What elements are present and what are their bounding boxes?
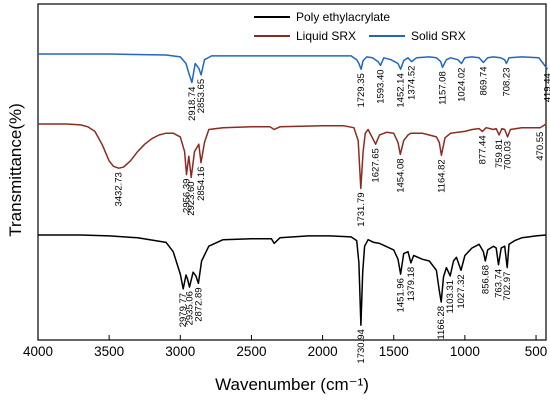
- liquid-srx-peak-label: 1164.82: [436, 159, 447, 193]
- liquid-srx-peak-label: 877.44: [477, 135, 488, 164]
- solid-srx-peak-label: 2918.74: [187, 87, 198, 121]
- y-axis-title: Transmittance(%): [6, 103, 25, 237]
- poly-ethylacrylate-peak-label: 2935.06: [184, 291, 195, 325]
- spectra-curves: [38, 53, 549, 326]
- liquid-srx-peak-label: 2956.39: [182, 179, 193, 213]
- poly-ethylacrylate-peak-label: 1166.28: [436, 306, 447, 340]
- x-axis-ticks: 4000 3500 3000 2500 2000 1500 1000 500: [23, 335, 547, 359]
- poly-ethylacrylate-peak-label: 702.97: [502, 272, 513, 301]
- liquid-srx-peak-label: 2854.16: [196, 167, 207, 201]
- poly-ethylacrylate-peak-label: 2872.89: [193, 287, 204, 321]
- liquid-srx-peak-label: 2923.60: [186, 181, 197, 215]
- x-tick-label-3500: 3500: [94, 344, 124, 359]
- solid-srx-peak-label: 869.74: [478, 66, 489, 95]
- x-axis-title: Wavenumber (cm⁻¹): [215, 375, 369, 394]
- liquid-srx-peak-label: 3432.73: [114, 172, 125, 206]
- solid-srx-peak-label: 1729.35: [356, 73, 367, 107]
- legend: Poly ethylacrylate Liquid SRX Solid SRX: [254, 10, 466, 43]
- x-tick-label-1500: 1500: [379, 344, 409, 359]
- solid-srx-peak-label: 708.23: [501, 67, 512, 96]
- liquid-srx-peak-label: 470.55: [535, 132, 546, 161]
- solid-srx-peak-label: 1157.08: [438, 71, 449, 105]
- liquid-srx-peak-label: 1731.79: [356, 192, 367, 226]
- solid-srx-peak-label: 1593.40: [376, 69, 387, 103]
- legend-label-liquid-srx: Liquid SRX: [296, 29, 356, 43]
- x-tick-label-3000: 3000: [165, 344, 195, 359]
- poly-ethylacrylate-peak-label: 1730.94: [356, 329, 367, 363]
- series-line-poly-ethylacrylate: [38, 234, 547, 326]
- solid-srx-peak-label: 1374.52: [407, 66, 418, 100]
- liquid-srx-peak-label: 700.03: [503, 141, 514, 170]
- poly-ethylacrylate-peak-label: 1379.18: [406, 267, 417, 301]
- liquid-srx-peak-label: 1627.65: [371, 148, 382, 182]
- poly-ethylacrylate-peak-label: 1103.31: [445, 280, 456, 314]
- solid-srx-peak-label: 2853.65: [196, 79, 207, 113]
- legend-label-solid-srx: Solid SRX: [411, 29, 466, 43]
- liquid-srx-peak-label: 759.81: [494, 139, 505, 168]
- x-tick-label-2500: 2500: [236, 344, 266, 359]
- poly-ethylacrylate-peak-label: 763.74: [493, 269, 504, 298]
- solid-srx-peak-label: 419.44: [543, 73, 550, 102]
- series-line-liquid-srx: [38, 123, 547, 190]
- solid-srx-peak-label: 1452.14: [396, 73, 407, 107]
- solid-srx-peak-label: 1024.02: [457, 68, 468, 102]
- series-line-solid-srx: [38, 53, 549, 84]
- x-tick-label-1000: 1000: [450, 344, 480, 359]
- poly-ethylacrylate-peak-label: 1451.96: [396, 278, 407, 312]
- plot-frame: [37, 3, 547, 341]
- poly-ethylacrylate-peak-label: 856.68: [480, 265, 491, 294]
- poly-ethylacrylate-peak-label: 2979.77: [178, 293, 189, 327]
- x-tick-label-2000: 2000: [308, 344, 338, 359]
- x-tick-label-500: 500: [525, 344, 548, 359]
- liquid-srx-peak-label: 1454.08: [395, 158, 406, 192]
- poly-ethylacrylate-peak-label: 1027.32: [456, 274, 467, 308]
- legend-label-poly-ethylacrylate: Poly ethylacrylate: [296, 10, 390, 24]
- x-tick-label-4000: 4000: [23, 344, 53, 359]
